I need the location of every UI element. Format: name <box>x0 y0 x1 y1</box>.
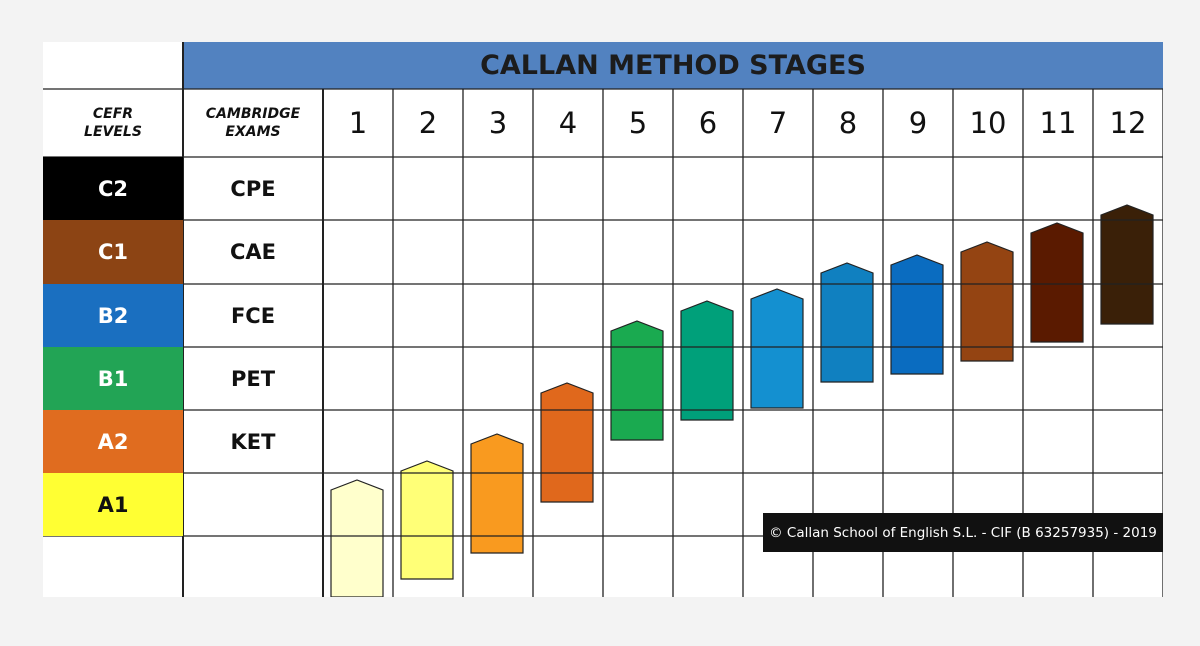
stage-arrow <box>820 262 874 383</box>
cambridge-exam: FCE <box>230 303 276 328</box>
cefr-level: A1 <box>43 473 183 536</box>
cambridge-exam: CPE <box>230 176 276 201</box>
stage-number: 6 <box>698 106 718 140</box>
cambridge-exam: PET <box>230 366 276 391</box>
stage-number: 4 <box>558 106 578 140</box>
title: CALLAN METHOD STAGES <box>183 42 1163 89</box>
stage-number: 9 <box>908 106 928 140</box>
stage-number: 10 <box>969 106 1007 140</box>
cambridge-header: CAMBRIDGE EXAMS <box>205 106 301 140</box>
stage-arrow <box>470 433 524 554</box>
stage-arrow <box>750 288 804 409</box>
stage-number: 3 <box>488 106 508 140</box>
cambridge-exam: CAE <box>229 240 276 264</box>
stage-arrow <box>400 460 454 580</box>
board: CALLAN METHOD STAGES CEFR LEVELS CAMBRIDG… <box>43 42 1163 597</box>
stage-number: 11 <box>1039 106 1077 140</box>
cefr-header: CEFR LEVELS <box>84 106 142 140</box>
cefr-level: C1 <box>43 220 183 284</box>
cefr-level: A2 <box>43 410 183 473</box>
stage-number: 5 <box>628 106 648 140</box>
stage-number: 2 <box>418 106 438 140</box>
stage-arrow <box>1100 204 1154 325</box>
stage-arrow <box>1030 222 1084 343</box>
stage-arrow <box>540 382 594 503</box>
grid <box>43 42 1163 597</box>
stage-arrow <box>330 479 384 597</box>
stage-number: 8 <box>838 106 858 140</box>
stage-number: 1 <box>348 106 368 140</box>
copyright: © Callan School of English S.L. - CIF (B… <box>763 513 1163 552</box>
cefr-level: B2 <box>43 284 183 347</box>
stage-arrow <box>610 320 664 441</box>
cefr-level: B1 <box>43 347 183 410</box>
cefr-level: C2 <box>43 157 183 220</box>
stage-number: 7 <box>768 106 788 140</box>
stage-number: 12 <box>1109 106 1147 140</box>
stage-arrow <box>680 300 734 421</box>
cambridge-exam: KET <box>230 429 276 454</box>
stage-arrow <box>890 254 944 375</box>
stage-arrow <box>960 241 1014 362</box>
